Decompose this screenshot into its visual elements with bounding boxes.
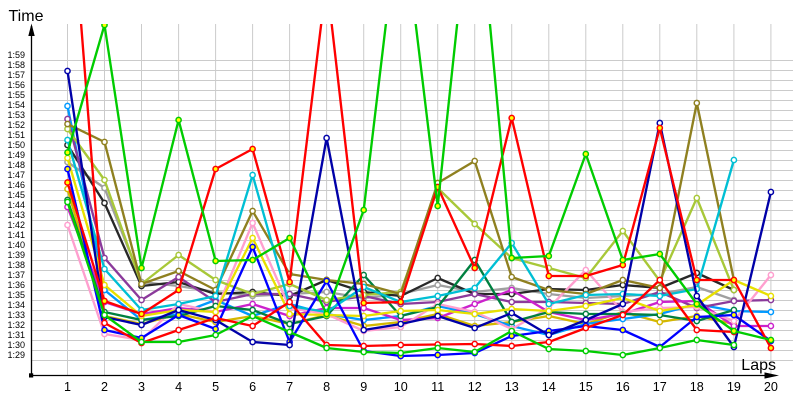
svg-text:1:36: 1:36 — [7, 280, 25, 290]
svg-text:4: 4 — [175, 380, 182, 394]
svg-text:1:37: 1:37 — [7, 270, 25, 280]
svg-text:19: 19 — [727, 380, 741, 394]
svg-text:1:46: 1:46 — [7, 180, 25, 190]
svg-text:1:50: 1:50 — [7, 140, 25, 150]
svg-text:1:34: 1:34 — [7, 300, 25, 310]
svg-text:1:39: 1:39 — [7, 250, 25, 260]
svg-text:10: 10 — [394, 380, 408, 394]
svg-text:1:48: 1:48 — [7, 160, 25, 170]
svg-text:1:55: 1:55 — [7, 90, 25, 100]
svg-text:1:51: 1:51 — [7, 130, 25, 140]
svg-text:1:33: 1:33 — [7, 310, 25, 320]
svg-text:Time: Time — [9, 8, 44, 25]
svg-text:1:52: 1:52 — [7, 120, 25, 130]
svg-text:7: 7 — [286, 380, 293, 394]
svg-text:1:35: 1:35 — [7, 290, 25, 300]
svg-text:9: 9 — [360, 380, 367, 394]
svg-text:1:40: 1:40 — [7, 240, 25, 250]
svg-text:1:29: 1:29 — [7, 350, 25, 360]
svg-text:1:53: 1:53 — [7, 110, 25, 120]
svg-text:1:59: 1:59 — [7, 50, 25, 60]
svg-text:1:30: 1:30 — [7, 340, 25, 350]
svg-text:1:32: 1:32 — [7, 320, 25, 330]
svg-text:3: 3 — [138, 380, 145, 394]
svg-text:18: 18 — [690, 380, 704, 394]
svg-text:11: 11 — [431, 380, 444, 394]
svg-text:1:31: 1:31 — [7, 330, 25, 340]
svg-text:12: 12 — [468, 380, 482, 394]
svg-text:5: 5 — [212, 380, 219, 394]
svg-text:1:41: 1:41 — [7, 230, 25, 240]
svg-text:1:42: 1:42 — [7, 220, 25, 230]
svg-text:1:38: 1:38 — [7, 260, 25, 270]
svg-text:1:44: 1:44 — [7, 200, 25, 210]
svg-text:1: 1 — [64, 380, 71, 394]
svg-text:20: 20 — [764, 380, 778, 394]
svg-text:1:45: 1:45 — [7, 190, 25, 200]
svg-text:Laps: Laps — [741, 357, 776, 374]
svg-text:2: 2 — [101, 380, 108, 394]
svg-text:17: 17 — [653, 380, 667, 394]
svg-text:13: 13 — [505, 380, 519, 394]
svg-text:1:43: 1:43 — [7, 210, 25, 220]
svg-text:1:58: 1:58 — [7, 60, 25, 70]
svg-text:16: 16 — [616, 380, 630, 394]
svg-text:1:47: 1:47 — [7, 170, 25, 180]
svg-text:15: 15 — [579, 380, 593, 394]
svg-text:1:56: 1:56 — [7, 80, 25, 90]
svg-text:1:57: 1:57 — [7, 70, 25, 80]
svg-text:6: 6 — [249, 380, 256, 394]
svg-text:8: 8 — [323, 380, 330, 394]
svg-text:1:49: 1:49 — [7, 150, 25, 160]
svg-text:1:54: 1:54 — [7, 100, 25, 110]
svg-text:14: 14 — [542, 380, 556, 394]
